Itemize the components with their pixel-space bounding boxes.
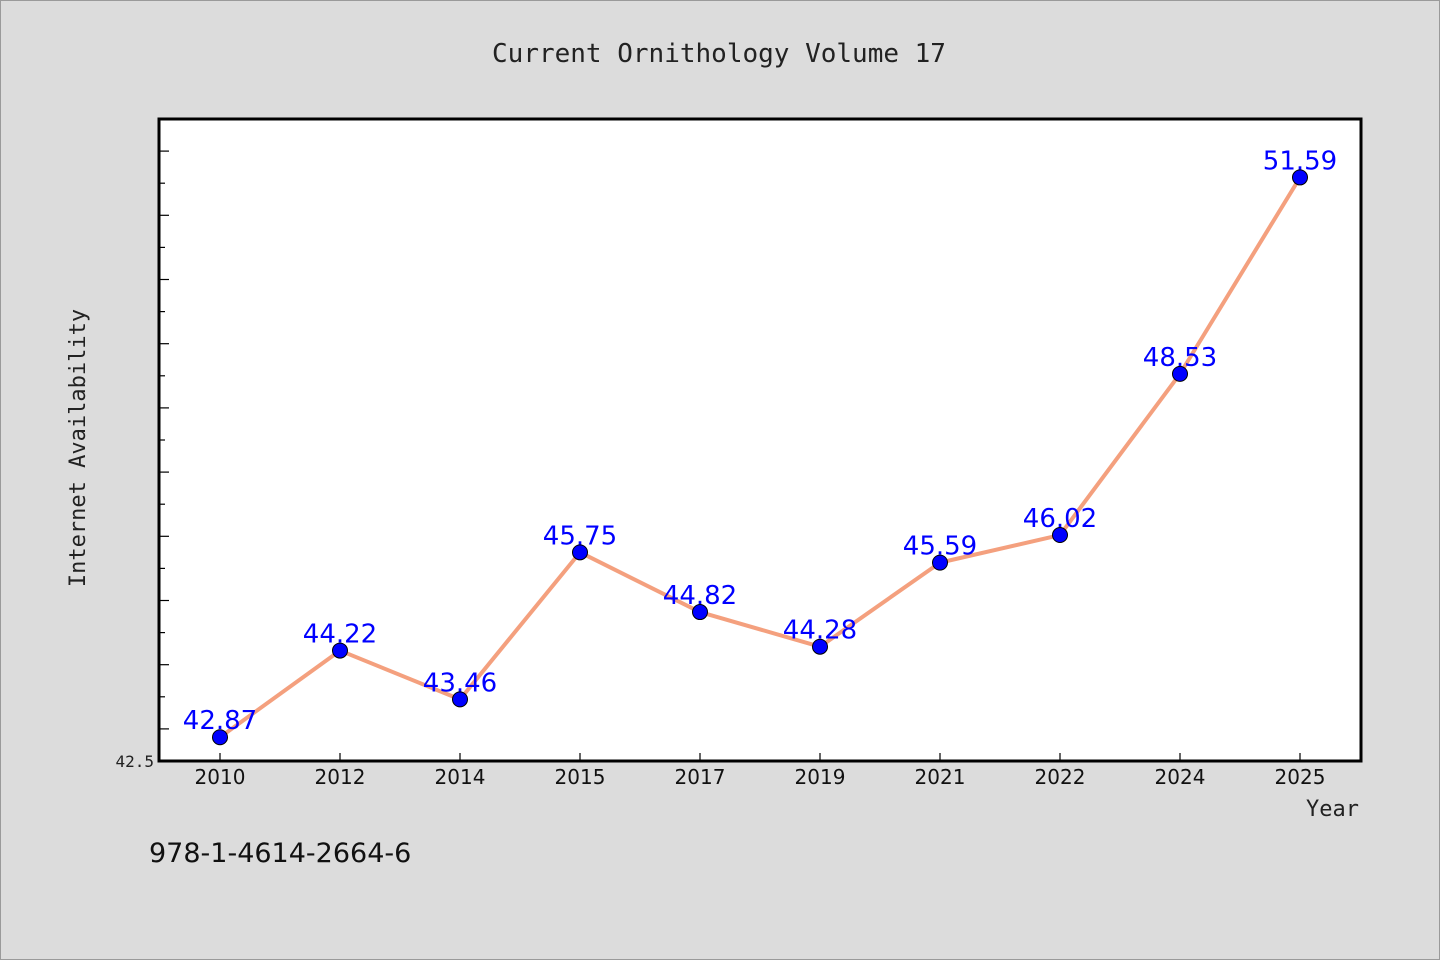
series-line	[218, 176, 1302, 739]
data-label: 44.22	[303, 620, 377, 650]
data-point	[932, 554, 948, 571]
isbn-text: 978-1-4614-2664-6	[149, 838, 411, 869]
plot-area	[157, 117, 1363, 763]
data-label: 45.59	[903, 532, 977, 562]
x-tick-label: 2019	[795, 765, 846, 789]
y-tick-label: 42.5	[115, 752, 154, 771]
x-tick-label: 2015	[555, 765, 606, 789]
data-point	[1052, 527, 1068, 544]
data-label: 48.53	[1143, 343, 1217, 373]
y-axis-label: Internet Availability	[66, 309, 91, 587]
x-tick-label: 2010	[195, 765, 246, 789]
chart-title: Current Ornithology Volume 17	[492, 39, 946, 69]
data-point	[692, 604, 708, 621]
x-axis-ticks: 2010 2012 2014 2015 2017 2019 2021 2022 2024 2025	[195, 753, 1326, 789]
data-label: 44.82	[663, 581, 737, 611]
x-tick-label: 2014	[435, 765, 486, 789]
data-point	[332, 642, 348, 659]
y-axis-ticks	[159, 118, 169, 762]
data-label: 45.75	[543, 521, 617, 551]
data-point	[1292, 169, 1308, 186]
data-label: 43.46	[423, 668, 497, 698]
data-point	[572, 544, 588, 561]
series-layer: 42.87 44.22 43.46 45.75 44.82 44.28 45.59 46.02…	[183, 146, 1337, 746]
data-label: 51.59	[1263, 146, 1337, 176]
data-label: 42.87	[183, 706, 257, 736]
data-label: 46.02	[1023, 504, 1097, 534]
data-point	[1172, 365, 1188, 382]
data-label: 44.28	[783, 616, 857, 646]
data-point	[212, 729, 228, 746]
x-tick-label: 2017	[675, 765, 726, 789]
x-tick-label: 2025	[1275, 765, 1326, 789]
data-point	[452, 691, 468, 708]
x-tick-label: 2021	[915, 765, 966, 789]
x-axis-label: Year	[1306, 797, 1359, 822]
x-tick-label: 2012	[315, 765, 366, 789]
data-point	[812, 638, 828, 655]
x-tick-label: 2022	[1035, 765, 1086, 789]
x-tick-label: 2024	[1155, 765, 1206, 789]
